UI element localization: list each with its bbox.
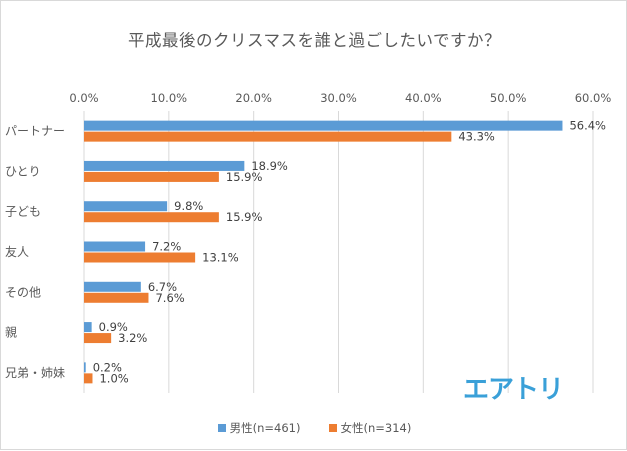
category-label: 友人 bbox=[5, 245, 29, 259]
category-label: 子ども bbox=[5, 205, 41, 219]
bar-male bbox=[84, 160, 245, 171]
data-label: 13.1% bbox=[202, 251, 239, 265]
bar-female bbox=[84, 292, 149, 303]
category-label: パートナー bbox=[5, 124, 65, 138]
data-label: 0.9% bbox=[99, 320, 128, 334]
data-label: 0.2% bbox=[93, 360, 122, 374]
bar-female bbox=[84, 131, 452, 142]
bar-male bbox=[84, 120, 563, 131]
x-tick-label: 30.0% bbox=[320, 91, 357, 105]
legend: 男性(n=461) 女性(n=314) bbox=[1, 420, 627, 436]
bar-male bbox=[84, 241, 146, 252]
bar-male bbox=[84, 281, 141, 292]
bar-female bbox=[84, 373, 93, 384]
legend-label-male: 男性(n=461) bbox=[229, 421, 301, 435]
x-tick-label: 60.0% bbox=[575, 91, 612, 105]
data-label: 6.7% bbox=[148, 280, 177, 294]
data-label: 56.4% bbox=[569, 119, 606, 133]
category-label: 親 bbox=[5, 326, 17, 340]
data-label: 3.2% bbox=[118, 331, 147, 345]
x-tick-label: 0.0% bbox=[69, 91, 98, 105]
x-tick-label: 40.0% bbox=[405, 91, 442, 105]
data-label: 7.6% bbox=[155, 291, 184, 305]
chart-title: 平成最後のクリスマスを誰と過ごしたいですか？ bbox=[127, 31, 501, 50]
data-label: 15.9% bbox=[226, 170, 263, 184]
x-tick-label: 20.0% bbox=[235, 91, 272, 105]
data-label: 43.3% bbox=[458, 130, 495, 144]
brand-logo: エアトリ bbox=[463, 375, 564, 405]
category-label: ひとり bbox=[5, 164, 41, 178]
bar-female bbox=[84, 252, 196, 263]
bar-male bbox=[84, 322, 92, 333]
legend-label-female: 女性(n=314) bbox=[340, 421, 412, 435]
bar-female bbox=[84, 333, 112, 344]
x-tick-label: 50.0% bbox=[490, 91, 527, 105]
category-label: 兄弟・姉妹 bbox=[5, 365, 65, 380]
category-label: その他 bbox=[5, 285, 41, 299]
legend-item-male: 男性(n=461) bbox=[217, 420, 301, 436]
legend-swatch-female bbox=[328, 424, 337, 432]
x-tick-label: 10.0% bbox=[151, 91, 188, 105]
data-label: 15.9% bbox=[226, 210, 263, 224]
data-label: 7.2% bbox=[152, 240, 181, 254]
data-label: 9.8% bbox=[174, 199, 203, 213]
data-label: 18.9% bbox=[251, 159, 288, 173]
bar-female bbox=[84, 212, 219, 223]
legend-swatch-male bbox=[217, 424, 226, 432]
bar-male bbox=[84, 362, 86, 373]
bar-female bbox=[84, 171, 219, 182]
data-label: 1.0% bbox=[99, 371, 128, 385]
legend-item-female: 女性(n=314) bbox=[328, 420, 412, 436]
bar-male bbox=[84, 201, 168, 212]
